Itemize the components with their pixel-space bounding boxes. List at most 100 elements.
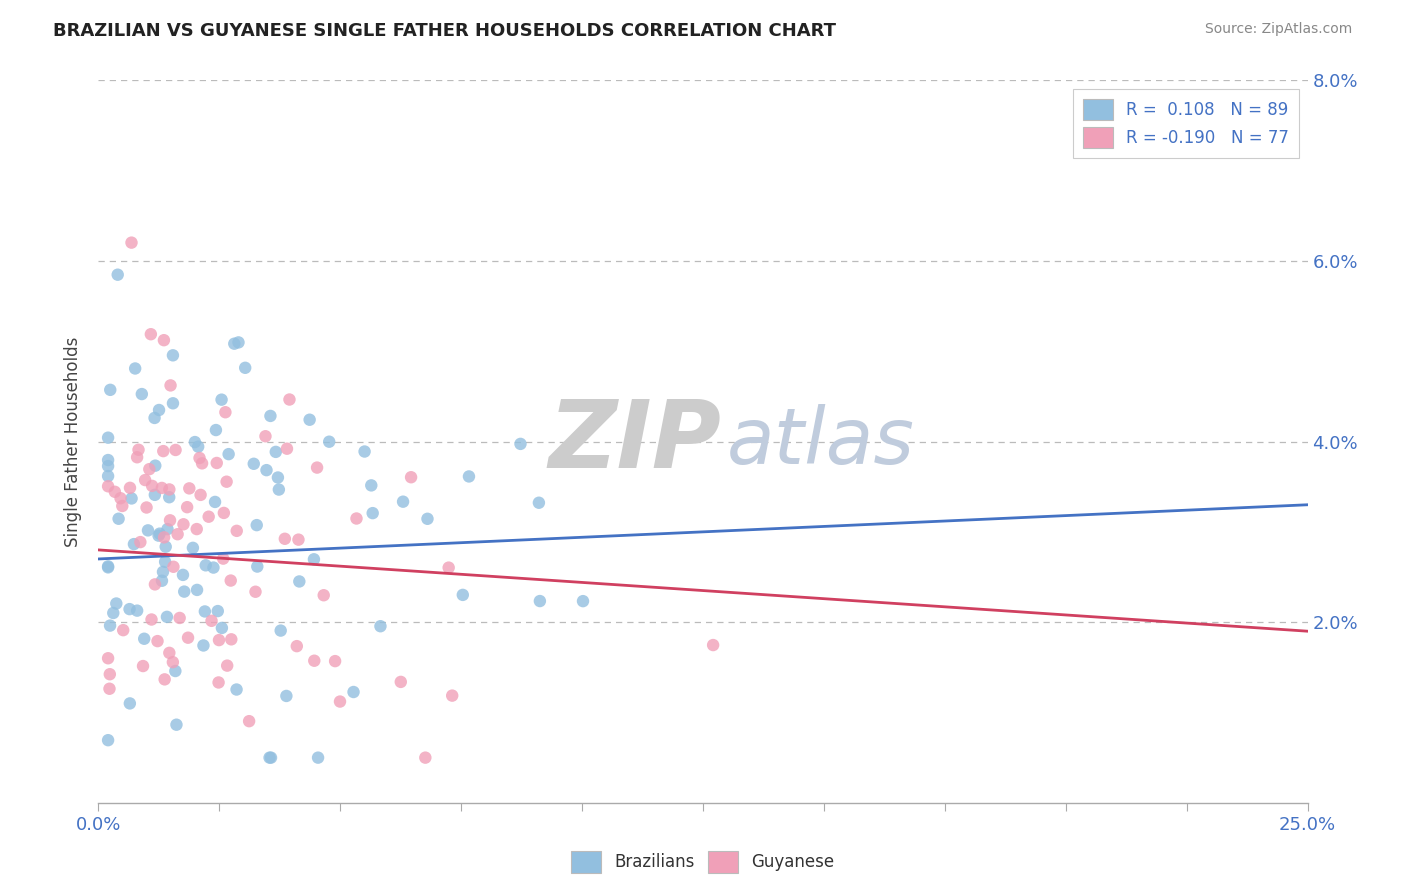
Point bbox=[212, 551, 235, 566]
Point bbox=[149, 526, 172, 541]
Point bbox=[124, 361, 146, 376]
Point bbox=[107, 268, 129, 282]
Point bbox=[219, 574, 242, 588]
Point bbox=[131, 387, 153, 401]
Point bbox=[323, 654, 346, 668]
Point bbox=[184, 435, 207, 450]
Point bbox=[110, 491, 132, 506]
Point bbox=[135, 500, 157, 515]
Point bbox=[228, 335, 250, 350]
Point bbox=[143, 411, 166, 425]
Point bbox=[127, 450, 149, 465]
Point bbox=[186, 582, 208, 597]
Point bbox=[254, 429, 277, 443]
Point bbox=[205, 456, 228, 470]
Point bbox=[302, 552, 325, 566]
Point bbox=[267, 483, 290, 497]
Point bbox=[143, 488, 166, 502]
Point bbox=[260, 750, 283, 764]
Point bbox=[207, 675, 229, 690]
Point bbox=[97, 733, 120, 747]
Point bbox=[215, 475, 238, 489]
Point bbox=[150, 574, 173, 588]
Point bbox=[141, 613, 163, 627]
Point bbox=[153, 673, 176, 687]
Point bbox=[141, 479, 163, 493]
Point bbox=[118, 481, 141, 495]
Point bbox=[104, 484, 127, 499]
Point bbox=[138, 462, 160, 476]
Point bbox=[97, 459, 120, 474]
Point bbox=[298, 413, 321, 427]
Legend: R =  0.108   N = 89, R = -0.190   N = 77: R = 0.108 N = 89, R = -0.190 N = 77 bbox=[1073, 88, 1299, 158]
Point bbox=[360, 478, 382, 492]
Point bbox=[207, 604, 229, 618]
Point bbox=[157, 490, 180, 504]
Point bbox=[187, 440, 209, 454]
Point bbox=[392, 494, 415, 508]
Point bbox=[276, 689, 298, 703]
Point bbox=[242, 457, 264, 471]
Point bbox=[702, 638, 724, 652]
Point bbox=[134, 473, 156, 487]
Point bbox=[152, 444, 174, 458]
Point bbox=[97, 479, 120, 493]
Point bbox=[312, 588, 335, 602]
Point bbox=[172, 517, 194, 532]
Point bbox=[148, 403, 170, 417]
Point bbox=[276, 442, 298, 456]
Point bbox=[150, 481, 173, 495]
Point bbox=[97, 453, 120, 467]
Point bbox=[179, 482, 201, 496]
Point bbox=[139, 327, 162, 342]
Point bbox=[143, 458, 166, 473]
Point bbox=[200, 614, 222, 628]
Point bbox=[267, 470, 290, 484]
Point bbox=[204, 495, 226, 509]
Point bbox=[97, 469, 120, 483]
Point bbox=[342, 685, 364, 699]
Point bbox=[361, 506, 384, 520]
Y-axis label: Single Father Households: Single Father Households bbox=[65, 336, 83, 547]
Point bbox=[318, 434, 340, 449]
Point bbox=[221, 632, 243, 647]
Point bbox=[98, 383, 121, 397]
Point bbox=[193, 639, 215, 653]
Point bbox=[307, 460, 329, 475]
Point bbox=[97, 431, 120, 445]
Point bbox=[208, 633, 231, 648]
Point bbox=[416, 512, 439, 526]
Point bbox=[129, 535, 152, 549]
Text: Source: ZipAtlas.com: Source: ZipAtlas.com bbox=[1205, 22, 1353, 37]
Point bbox=[153, 333, 176, 347]
Point bbox=[165, 664, 187, 678]
Point bbox=[190, 488, 212, 502]
Text: ZIP: ZIP bbox=[548, 395, 721, 488]
Point bbox=[97, 560, 120, 574]
Point bbox=[153, 555, 176, 569]
Legend: Brazilians, Guyanese: Brazilians, Guyanese bbox=[565, 845, 841, 880]
Point bbox=[159, 513, 181, 527]
Point bbox=[225, 682, 247, 697]
Point bbox=[98, 681, 121, 696]
Point bbox=[121, 491, 143, 506]
Point bbox=[245, 584, 267, 599]
Point bbox=[441, 689, 464, 703]
Point bbox=[132, 659, 155, 673]
Point bbox=[128, 442, 150, 457]
Point bbox=[389, 674, 412, 689]
Point bbox=[194, 558, 217, 573]
Point bbox=[134, 632, 156, 646]
Point bbox=[121, 235, 143, 250]
Point bbox=[122, 537, 145, 551]
Point bbox=[148, 528, 170, 542]
Point bbox=[509, 437, 531, 451]
Point bbox=[97, 651, 120, 665]
Point bbox=[205, 423, 228, 437]
Point bbox=[188, 450, 211, 465]
Point bbox=[155, 540, 177, 554]
Point bbox=[97, 559, 120, 574]
Point bbox=[156, 522, 179, 536]
Point bbox=[112, 623, 135, 637]
Point bbox=[172, 568, 194, 582]
